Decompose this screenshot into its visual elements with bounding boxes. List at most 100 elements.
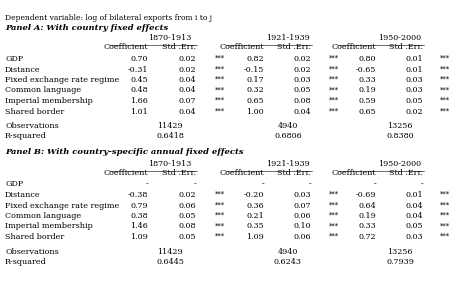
Text: Shared border: Shared border	[5, 233, 64, 241]
Text: ***: ***	[440, 55, 450, 63]
Text: 0.04: 0.04	[178, 76, 196, 84]
Text: -0.65: -0.65	[356, 66, 376, 73]
Text: ***: ***	[215, 191, 225, 199]
Text: 0.05: 0.05	[294, 86, 311, 95]
Text: Std .Err.: Std .Err.	[277, 43, 311, 51]
Text: 0.07: 0.07	[294, 201, 311, 210]
Text: Std .Err.: Std .Err.	[162, 169, 196, 177]
Text: 0.64: 0.64	[358, 201, 376, 210]
Text: Distance: Distance	[5, 191, 41, 199]
Text: 0.6243: 0.6243	[274, 258, 302, 266]
Text: 0.06: 0.06	[178, 201, 196, 210]
Text: 0.05: 0.05	[179, 233, 196, 241]
Text: -: -	[193, 181, 196, 188]
Text: Coefficient: Coefficient	[219, 169, 264, 177]
Text: 0.03: 0.03	[406, 86, 423, 95]
Text: -: -	[261, 181, 264, 188]
Text: 1921-1939: 1921-1939	[266, 160, 310, 168]
Text: Imperial membership: Imperial membership	[5, 97, 93, 105]
Text: ***: ***	[440, 201, 450, 210]
Text: 1.01: 1.01	[130, 108, 148, 116]
Text: Coefficient: Coefficient	[103, 43, 148, 51]
Text: ***: ***	[329, 66, 339, 73]
Text: 0.04: 0.04	[294, 108, 311, 116]
Text: 1870-1913: 1870-1913	[148, 34, 192, 42]
Text: ***: ***	[329, 233, 339, 241]
Text: Panel A: With country fixed effects: Panel A: With country fixed effects	[5, 24, 168, 32]
Text: -: -	[145, 181, 148, 188]
Text: 1.00: 1.00	[246, 108, 264, 116]
Text: 0.02: 0.02	[178, 66, 196, 73]
Text: ***: ***	[329, 76, 339, 84]
Text: 0.82: 0.82	[246, 55, 264, 63]
Text: 0.80: 0.80	[358, 55, 376, 63]
Text: 0.32: 0.32	[246, 86, 264, 95]
Text: 0.08: 0.08	[179, 223, 196, 231]
Text: ***: ***	[329, 86, 339, 95]
Text: 0.65: 0.65	[358, 108, 376, 116]
Text: ***: ***	[215, 108, 225, 116]
Text: ***: ***	[329, 201, 339, 210]
Text: 0.59: 0.59	[358, 97, 376, 105]
Text: -: -	[308, 181, 311, 188]
Text: Coefficient: Coefficient	[332, 43, 376, 51]
Text: Shared border: Shared border	[5, 108, 64, 116]
Text: 0.7939: 0.7939	[386, 258, 414, 266]
Text: 0.33: 0.33	[358, 76, 376, 84]
Text: 1.66: 1.66	[130, 97, 148, 105]
Text: ***: ***	[215, 86, 225, 95]
Text: 0.19: 0.19	[358, 86, 376, 95]
Text: Imperial membership: Imperial membership	[5, 223, 93, 231]
Text: ***: ***	[215, 66, 225, 73]
Text: 0.21: 0.21	[246, 212, 264, 220]
Text: ***: ***	[215, 223, 225, 231]
Text: Observations: Observations	[5, 247, 59, 255]
Text: 4940: 4940	[278, 122, 298, 130]
Text: ***: ***	[440, 191, 450, 199]
Text: 0.70: 0.70	[131, 55, 148, 63]
Text: -0.38: -0.38	[128, 191, 148, 199]
Text: 0.17: 0.17	[246, 76, 264, 84]
Text: 0.79: 0.79	[131, 201, 148, 210]
Text: 0.02: 0.02	[294, 55, 311, 63]
Text: ***: ***	[440, 223, 450, 231]
Text: Common language: Common language	[5, 212, 81, 220]
Text: 0.48: 0.48	[131, 86, 148, 95]
Text: Std .Err.: Std .Err.	[277, 169, 311, 177]
Text: GDP: GDP	[5, 181, 23, 188]
Text: ***: ***	[440, 212, 450, 220]
Text: 0.05: 0.05	[406, 97, 423, 105]
Text: Dependent variable: log of bilateral exports from i to j: Dependent variable: log of bilateral exp…	[5, 14, 212, 22]
Text: 0.10: 0.10	[294, 223, 311, 231]
Text: 0.6418: 0.6418	[156, 132, 184, 140]
Text: 0.72: 0.72	[358, 233, 376, 241]
Text: GDP: GDP	[5, 55, 23, 63]
Text: 13256: 13256	[387, 122, 413, 130]
Text: 0.04: 0.04	[406, 201, 423, 210]
Text: 0.01: 0.01	[406, 191, 423, 199]
Text: Coefficient: Coefficient	[332, 169, 376, 177]
Text: 1870-1913: 1870-1913	[148, 160, 192, 168]
Text: 0.05: 0.05	[406, 223, 423, 231]
Text: 0.6445: 0.6445	[156, 258, 184, 266]
Text: 1.09: 1.09	[130, 233, 148, 241]
Text: Panel B: With country-specific annual fixed effects: Panel B: With country-specific annual fi…	[5, 148, 244, 156]
Text: 1.46: 1.46	[130, 223, 148, 231]
Text: 0.38: 0.38	[131, 212, 148, 220]
Text: 11429: 11429	[157, 247, 183, 255]
Text: 0.65: 0.65	[246, 97, 264, 105]
Text: -0.69: -0.69	[356, 191, 376, 199]
Text: 0.04: 0.04	[178, 86, 196, 95]
Text: ***: ***	[440, 66, 450, 73]
Text: Distance: Distance	[5, 66, 41, 73]
Text: 1950-2000: 1950-2000	[378, 34, 422, 42]
Text: 11429: 11429	[157, 122, 183, 130]
Text: ***: ***	[329, 191, 339, 199]
Text: Std .Err.: Std .Err.	[389, 43, 423, 51]
Text: ***: ***	[329, 223, 339, 231]
Text: -0.15: -0.15	[244, 66, 264, 73]
Text: ***: ***	[440, 97, 450, 105]
Text: 0.36: 0.36	[246, 201, 264, 210]
Text: 0.04: 0.04	[406, 212, 423, 220]
Text: 0.19: 0.19	[358, 212, 376, 220]
